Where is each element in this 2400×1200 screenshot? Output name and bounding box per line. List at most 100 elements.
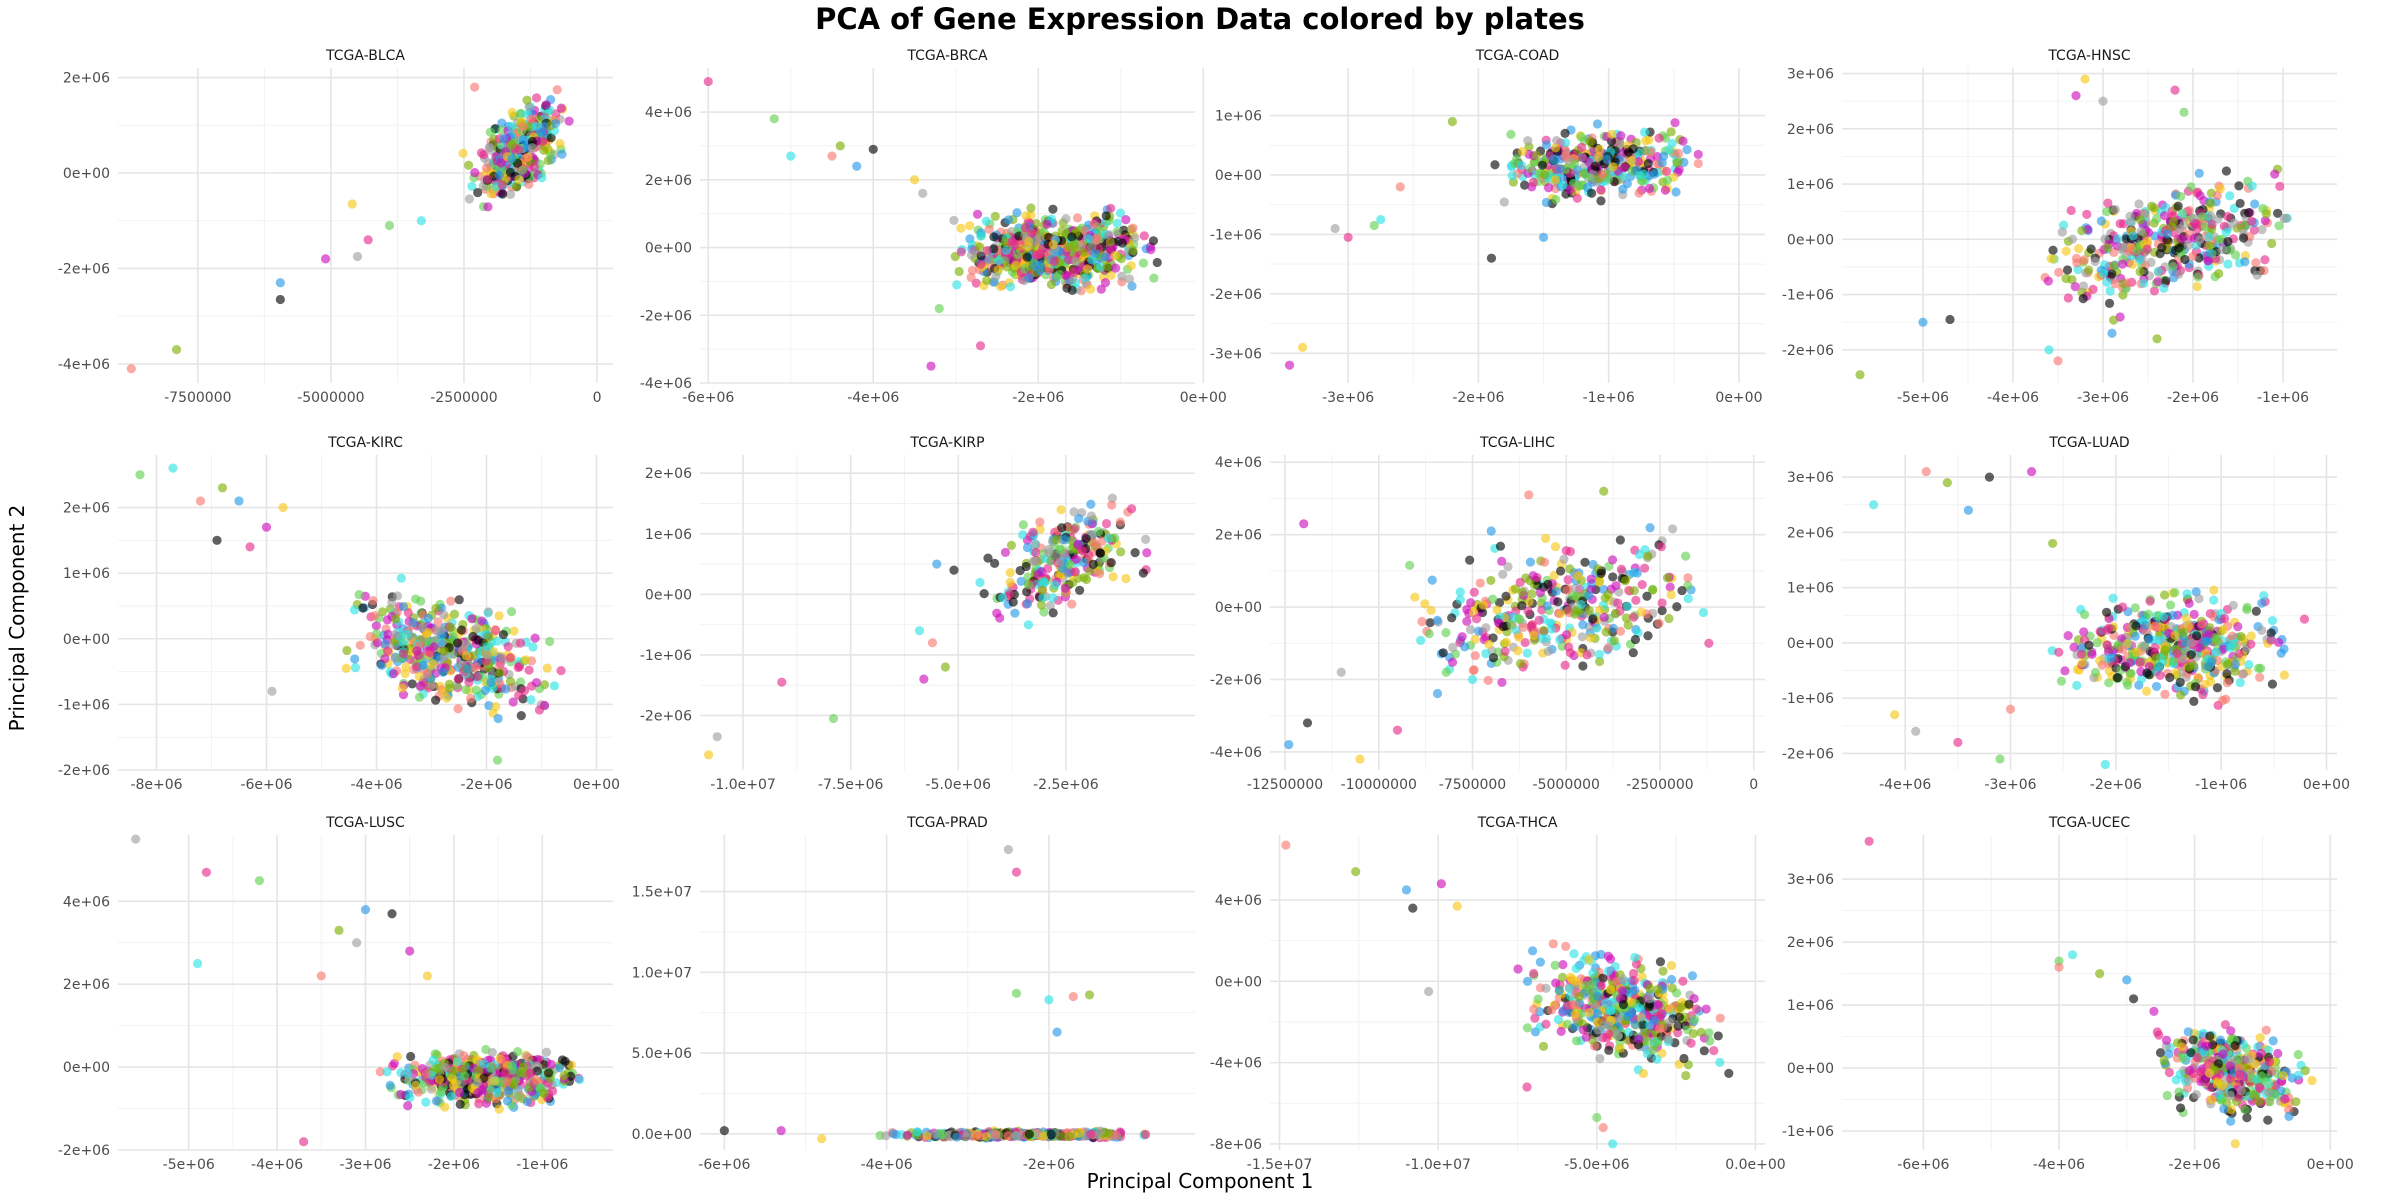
data-point [2240, 257, 2250, 267]
x-tick-label: -4e+06 [847, 390, 899, 406]
data-point [2219, 613, 2230, 624]
data-point [524, 1053, 534, 1063]
data-point [1594, 577, 1605, 587]
data-point [383, 629, 393, 639]
data-point [320, 254, 331, 264]
x-tick-label: -1e+06 [2257, 390, 2309, 406]
data-point [1410, 592, 1420, 602]
data-point [546, 1059, 556, 1070]
data-point [2227, 631, 2238, 641]
data-point [1666, 127, 1676, 137]
data-point [1570, 583, 1580, 593]
data-point [2167, 222, 2177, 232]
data-point [1024, 580, 1034, 590]
data-point [403, 1069, 413, 1079]
data-point [1645, 523, 1655, 533]
data-point [354, 589, 364, 600]
data-point [2107, 328, 2117, 338]
data-point [927, 638, 938, 648]
data-point [492, 755, 503, 765]
data-point [1441, 667, 1451, 677]
data-point [1678, 976, 1688, 986]
data-point [412, 662, 422, 672]
data-point [1076, 286, 1086, 296]
data-point [453, 674, 463, 684]
data-point [559, 1070, 569, 1081]
data-point [982, 245, 992, 256]
data-point [416, 216, 426, 226]
data-point [1642, 591, 1652, 601]
data-point [2177, 209, 2188, 219]
data-point [464, 194, 475, 204]
data-point [496, 1055, 507, 1065]
data-point [1486, 575, 1496, 586]
data-point [368, 596, 378, 606]
data-point [1654, 133, 1664, 143]
y-tick-label: 0e+00 [1787, 636, 1834, 652]
data-point [350, 654, 360, 664]
data-point [480, 685, 490, 696]
data-point [389, 669, 399, 679]
data-point [1089, 537, 1099, 548]
data-point [1543, 646, 1553, 656]
data-point [1644, 183, 1655, 193]
data-point [1594, 152, 1604, 162]
data-point [1594, 649, 1604, 659]
data-point [1080, 273, 1090, 283]
data-point [1069, 267, 1079, 277]
data-point [1517, 601, 1527, 611]
data-point [2155, 670, 2165, 680]
data-point [2274, 221, 2284, 231]
data-point [2053, 356, 2063, 366]
data-point [492, 636, 502, 646]
data-point [1643, 159, 1653, 169]
data-point [1067, 599, 1077, 609]
y-tick-label: -2e+06 [1782, 343, 1834, 359]
data-point [2281, 213, 2291, 223]
data-point [431, 603, 441, 613]
data-point [459, 1051, 469, 1061]
data-point [1672, 602, 1682, 612]
data-point [1535, 588, 1545, 598]
y-tick-label: 0e+00 [63, 632, 110, 648]
facet-title: TCGA-KIRC [327, 435, 403, 451]
data-point [1085, 284, 1096, 294]
x-tick-label: -2e+06 [428, 1157, 480, 1173]
data-point [1550, 541, 1561, 552]
data-point [981, 216, 991, 226]
data-point [712, 732, 722, 742]
data-point [1682, 145, 1692, 155]
data-point [2259, 265, 2269, 276]
data-point [1890, 710, 1900, 720]
data-point [1060, 583, 1070, 593]
data-point [439, 610, 449, 620]
data-point [465, 693, 476, 704]
data-point [1484, 639, 1494, 649]
data-point [1490, 160, 1500, 170]
data-point [1529, 630, 1539, 640]
data-point [1106, 557, 1116, 568]
x-tick-label: -6e+06 [682, 390, 734, 406]
data-point [2108, 593, 2118, 603]
data-point [543, 1068, 554, 1078]
data-point [482, 174, 493, 184]
data-point [2197, 212, 2208, 222]
data-point [1022, 587, 1032, 597]
data-point [1584, 606, 1594, 616]
data-point [2107, 269, 2117, 279]
data-points [126, 82, 574, 374]
data-point [1100, 278, 1111, 288]
data-point [1030, 261, 1040, 271]
data-point [2143, 609, 2153, 619]
facet-panels: TCGA-BLCA-7500000 -5000000 -2500000 0-4e+06… [58, 48, 2354, 1173]
data-point [1551, 175, 1561, 185]
data-point [1661, 166, 1672, 176]
data-point [500, 1067, 511, 1077]
data-point [2206, 211, 2216, 221]
data-point [1108, 572, 1118, 582]
data-point [2092, 638, 2102, 648]
data-point [1698, 607, 1709, 618]
data-point [1609, 636, 1619, 646]
data-point [525, 1068, 535, 1078]
data-point [704, 750, 714, 760]
